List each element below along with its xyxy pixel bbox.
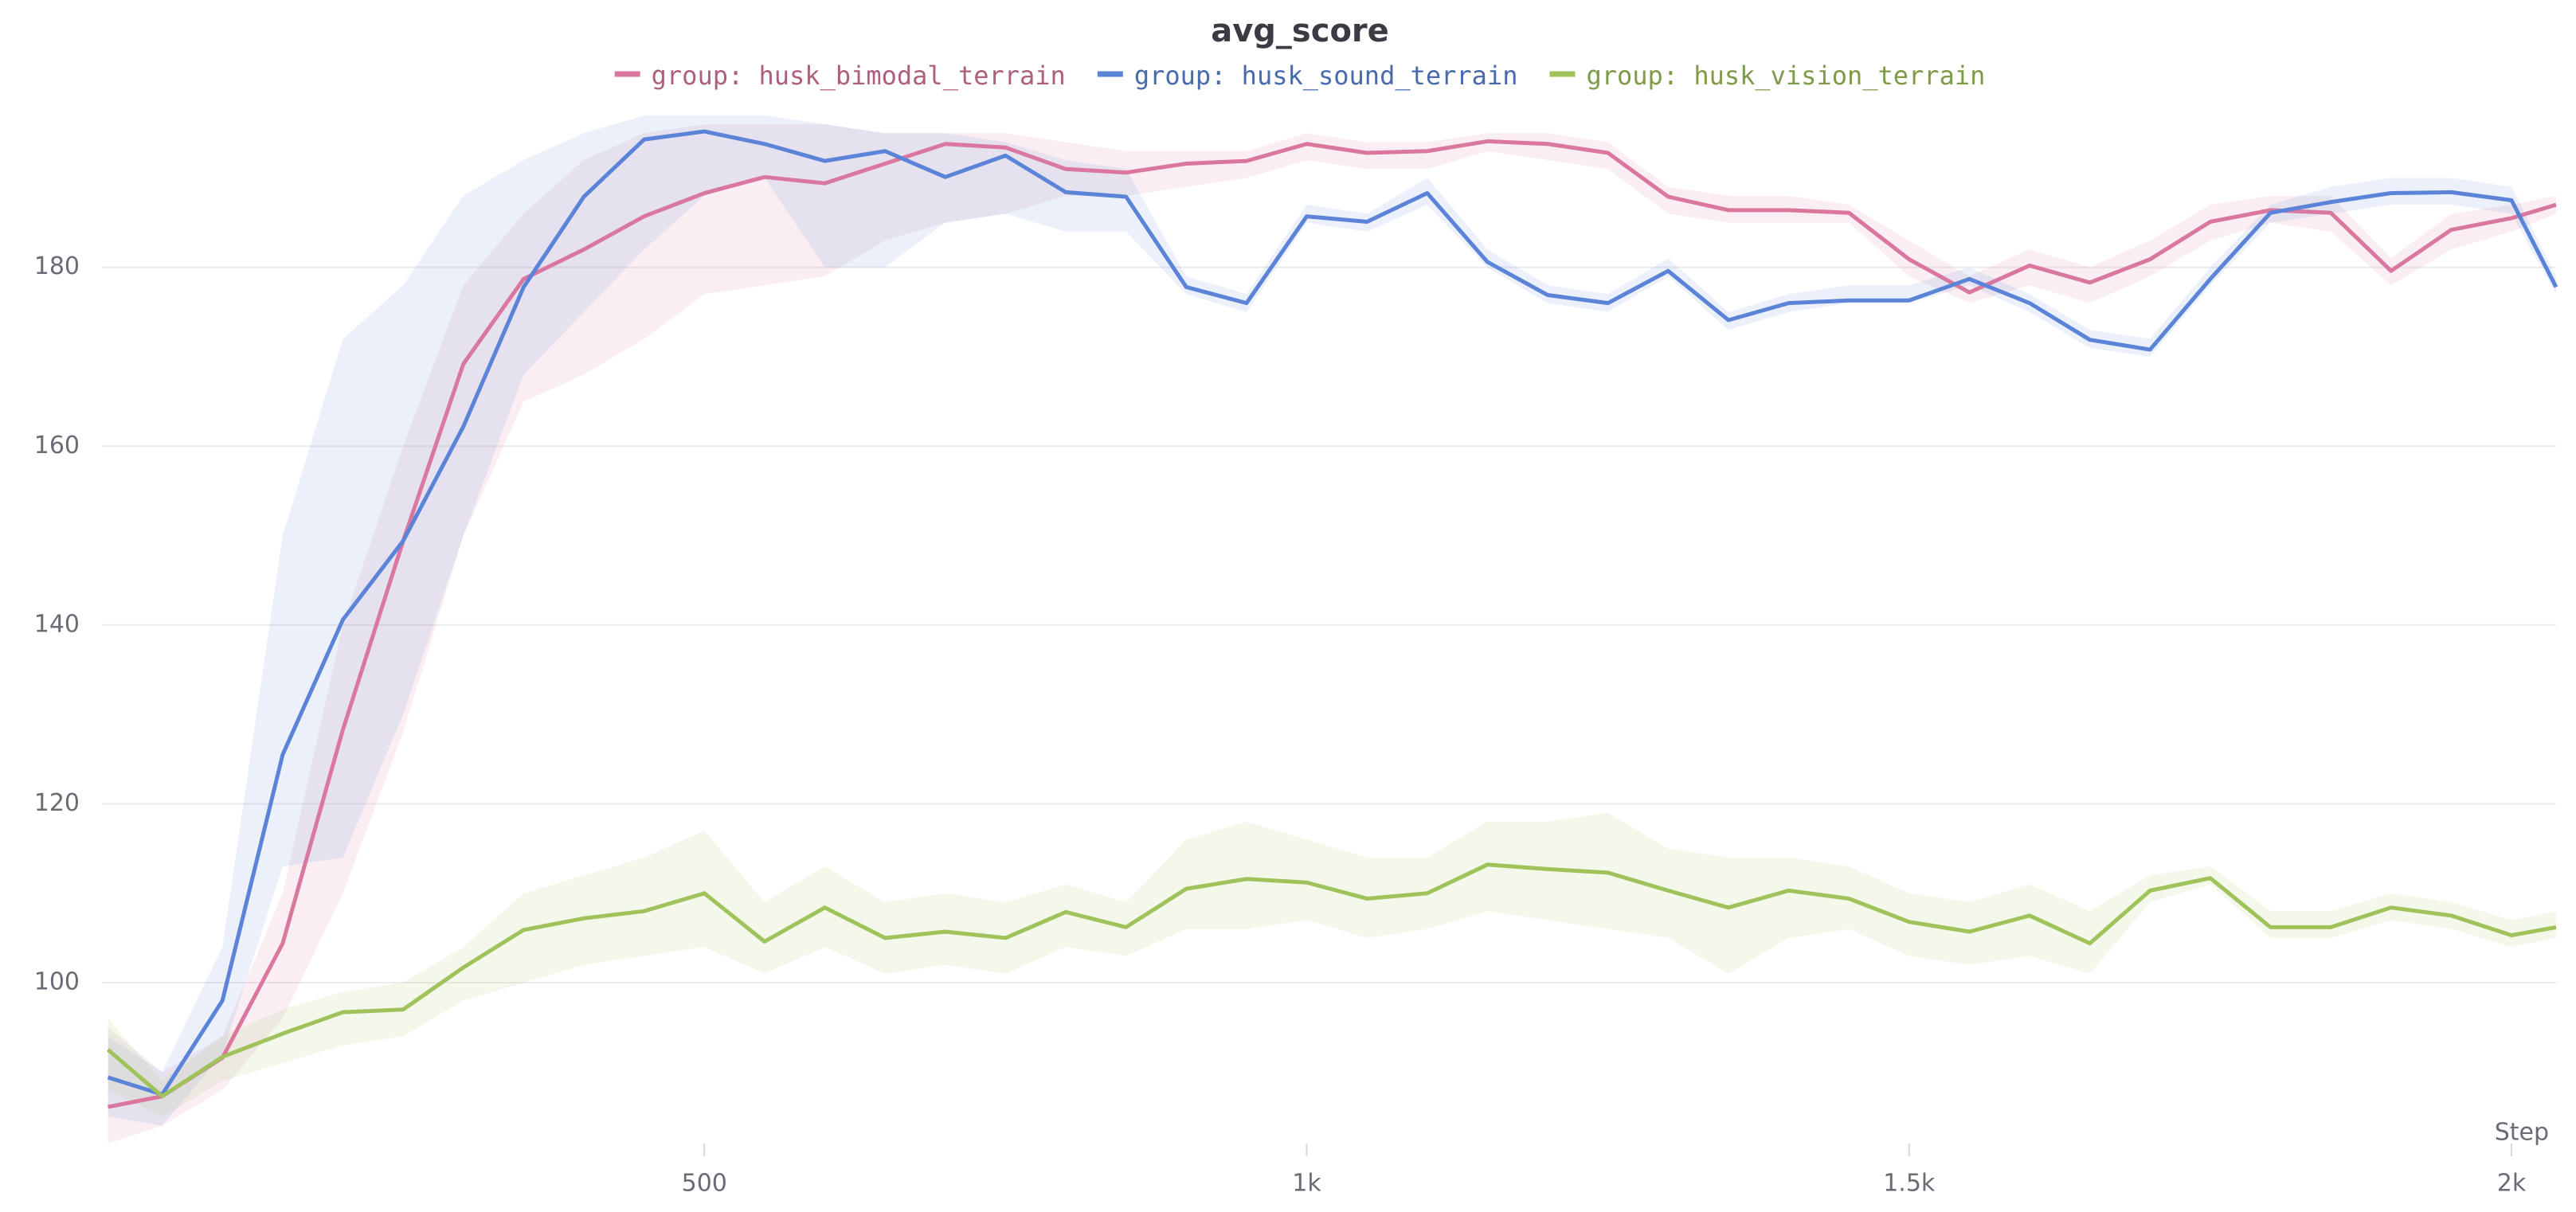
y-tick-label: 180 <box>34 252 80 280</box>
range-band <box>108 115 2557 1126</box>
chart-title: avg_score <box>1211 13 1389 49</box>
x-axis-label: Step <box>2495 1119 2549 1147</box>
grid: 100 120 140 160 180 500 1k 1.5k 2k <box>34 252 2556 1198</box>
y-tick-label: 140 <box>34 610 80 638</box>
x-tick-label: 2k <box>2497 1170 2527 1198</box>
series-line <box>108 139 2557 1109</box>
x-tick-label: 1k <box>1292 1170 1321 1198</box>
range-band <box>108 812 2557 1117</box>
series-line <box>107 129 2558 1097</box>
legend-label: group: husk_bimodal_terrain <box>652 61 1066 91</box>
x-tick-label: 500 <box>682 1170 727 1198</box>
bands <box>108 115 2557 1144</box>
legend: group: husk_bimodal_terrain group: husk_s… <box>614 61 1985 91</box>
y-tick-label: 160 <box>34 432 80 459</box>
legend-label: group: husk_sound_terrain <box>1134 61 1518 91</box>
range-band <box>108 124 2557 1144</box>
lines <box>106 129 2558 1109</box>
legend-label: group: husk_vision_terrain <box>1586 61 1985 91</box>
x-tick-label: 1.5k <box>1883 1170 1936 1198</box>
series-line <box>106 862 2557 1099</box>
y-tick-label: 120 <box>34 789 80 817</box>
y-tick-label: 100 <box>34 968 80 996</box>
